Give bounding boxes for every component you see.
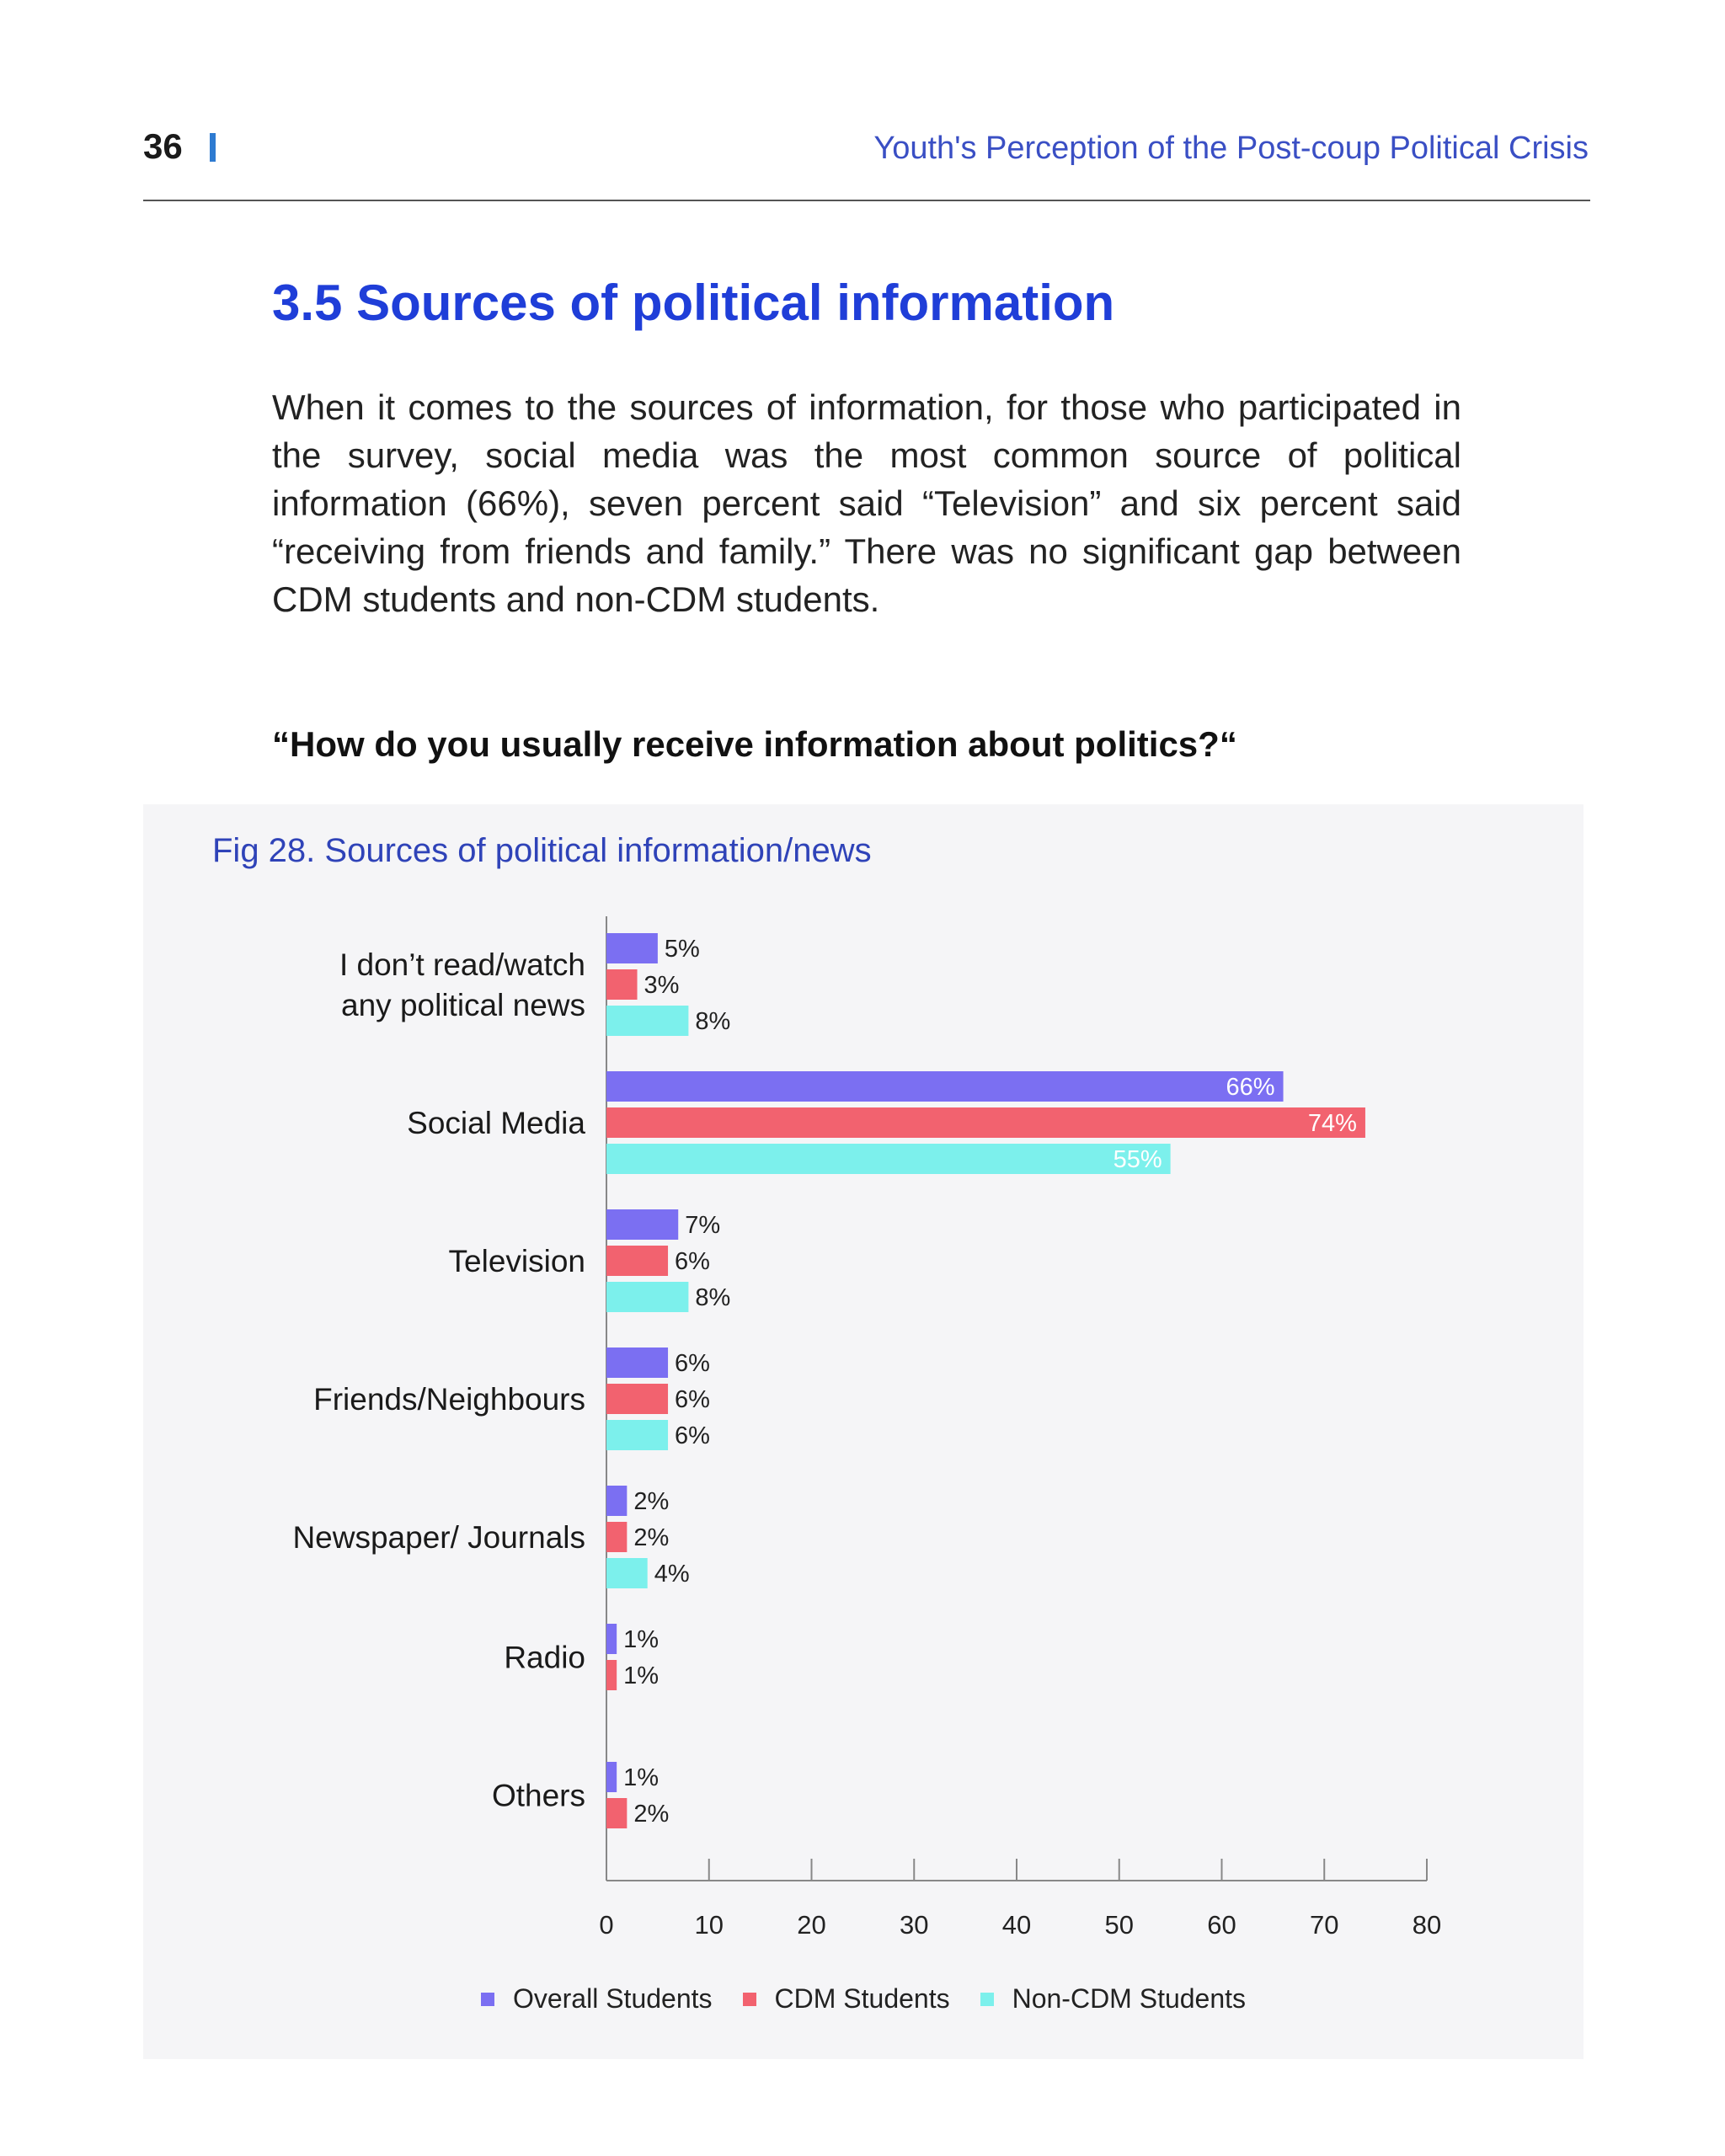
- legend-item: Non-CDM Students: [980, 1983, 1246, 2015]
- legend-swatch: [980, 1992, 994, 2006]
- legend-label: Overall Students: [512, 1983, 713, 2014]
- bar: [606, 1071, 1284, 1102]
- bar: [606, 1420, 669, 1450]
- bar: [606, 933, 658, 963]
- chart-panel: Fig 28. Sources of political information…: [143, 804, 1583, 2059]
- bar-value-label: 66%: [1226, 1074, 1275, 1101]
- bar-value-label: 8%: [695, 1284, 730, 1311]
- section-title: 3.5 Sources of political information: [272, 275, 1115, 331]
- category-label: Others: [492, 1779, 585, 1813]
- running-title: Youth's Perception of the Post-coup Poli…: [873, 131, 1589, 166]
- bar: [606, 1660, 617, 1690]
- figure-title: Fig 28. Sources of political information…: [212, 832, 872, 869]
- bar: [606, 1762, 617, 1792]
- legend-item: CDM Students: [742, 1983, 950, 2015]
- bar-value-label: 2%: [633, 1801, 669, 1828]
- bar-value-label: 6%: [675, 1386, 710, 1413]
- legend-label: CDM Students: [774, 1983, 950, 2014]
- bar-value-label: 1%: [623, 1662, 659, 1689]
- category-label: any political news: [341, 988, 585, 1022]
- bar-value-label: 3%: [644, 972, 680, 999]
- bar-value-label: 6%: [675, 1422, 710, 1449]
- bar: [606, 969, 638, 1000]
- x-tick-label: 10: [695, 1910, 724, 1940]
- bar: [606, 1246, 669, 1276]
- header-rule: [143, 200, 1590, 201]
- bar-value-label: 74%: [1308, 1110, 1357, 1137]
- bar: [606, 1348, 669, 1378]
- category-label: I don’t read/watch: [339, 947, 585, 982]
- page-number: 36: [143, 126, 183, 166]
- bar-value-label: 55%: [1114, 1146, 1162, 1173]
- chart-legend: Overall Students CDM Students Non-CDM Stud…: [143, 1983, 1583, 2015]
- bar: [606, 1209, 679, 1240]
- body-paragraph: When it comes to the sources of informat…: [272, 387, 1461, 619]
- x-tick-label: 80: [1413, 1910, 1441, 1940]
- legend-swatch: [742, 1992, 756, 2006]
- x-tick-label: 30: [900, 1910, 928, 1940]
- category-label: Newspaper/ Journals: [292, 1520, 585, 1555]
- x-tick-label: 70: [1310, 1910, 1338, 1940]
- bar-value-label: 5%: [665, 936, 700, 963]
- category-label: Friends/Neighbours: [313, 1382, 585, 1417]
- legend-item: Overall Students: [480, 1983, 713, 2015]
- bar-value-label: 2%: [633, 1488, 669, 1515]
- bar: [606, 1384, 669, 1414]
- bar: [606, 1522, 628, 1552]
- bar-value-label: 6%: [675, 1248, 710, 1275]
- bar: [606, 1798, 628, 1828]
- x-tick-label: 60: [1207, 1910, 1236, 1940]
- x-tick-label: 50: [1105, 1910, 1134, 1940]
- bar: [606, 1282, 689, 1312]
- category-label: Television: [449, 1244, 585, 1278]
- bar: [606, 1558, 648, 1588]
- bar: [606, 1006, 689, 1036]
- page-number-marker: [210, 133, 216, 162]
- bar: [606, 1486, 628, 1516]
- bar-value-label: 7%: [685, 1212, 720, 1239]
- category-label: Social Media: [407, 1106, 585, 1140]
- bar-value-label: 2%: [633, 1524, 669, 1551]
- legend-swatch: [480, 1992, 494, 2006]
- bar-value-label: 4%: [654, 1561, 690, 1588]
- bar-value-label: 1%: [623, 1764, 659, 1791]
- bar: [606, 1624, 617, 1654]
- x-tick-label: 0: [599, 1910, 613, 1940]
- x-tick-label: 40: [1002, 1910, 1031, 1940]
- bar-chart: 0 10 20 30 40 50 60 70 80 5% 3% 8% I don’t read/watc…: [292, 916, 1441, 1940]
- bar-value-label: 1%: [623, 1626, 659, 1653]
- bar: [606, 1144, 1171, 1174]
- bar: [606, 1107, 1365, 1138]
- x-tick-label: 20: [797, 1910, 825, 1940]
- bar-value-label: 8%: [695, 1008, 730, 1035]
- category-label: Radio: [504, 1641, 585, 1675]
- legend-label: Non-CDM Students: [1012, 1983, 1247, 2014]
- bar-value-label: 6%: [675, 1350, 710, 1377]
- survey-question: “How do you usually receive information …: [272, 724, 1237, 764]
